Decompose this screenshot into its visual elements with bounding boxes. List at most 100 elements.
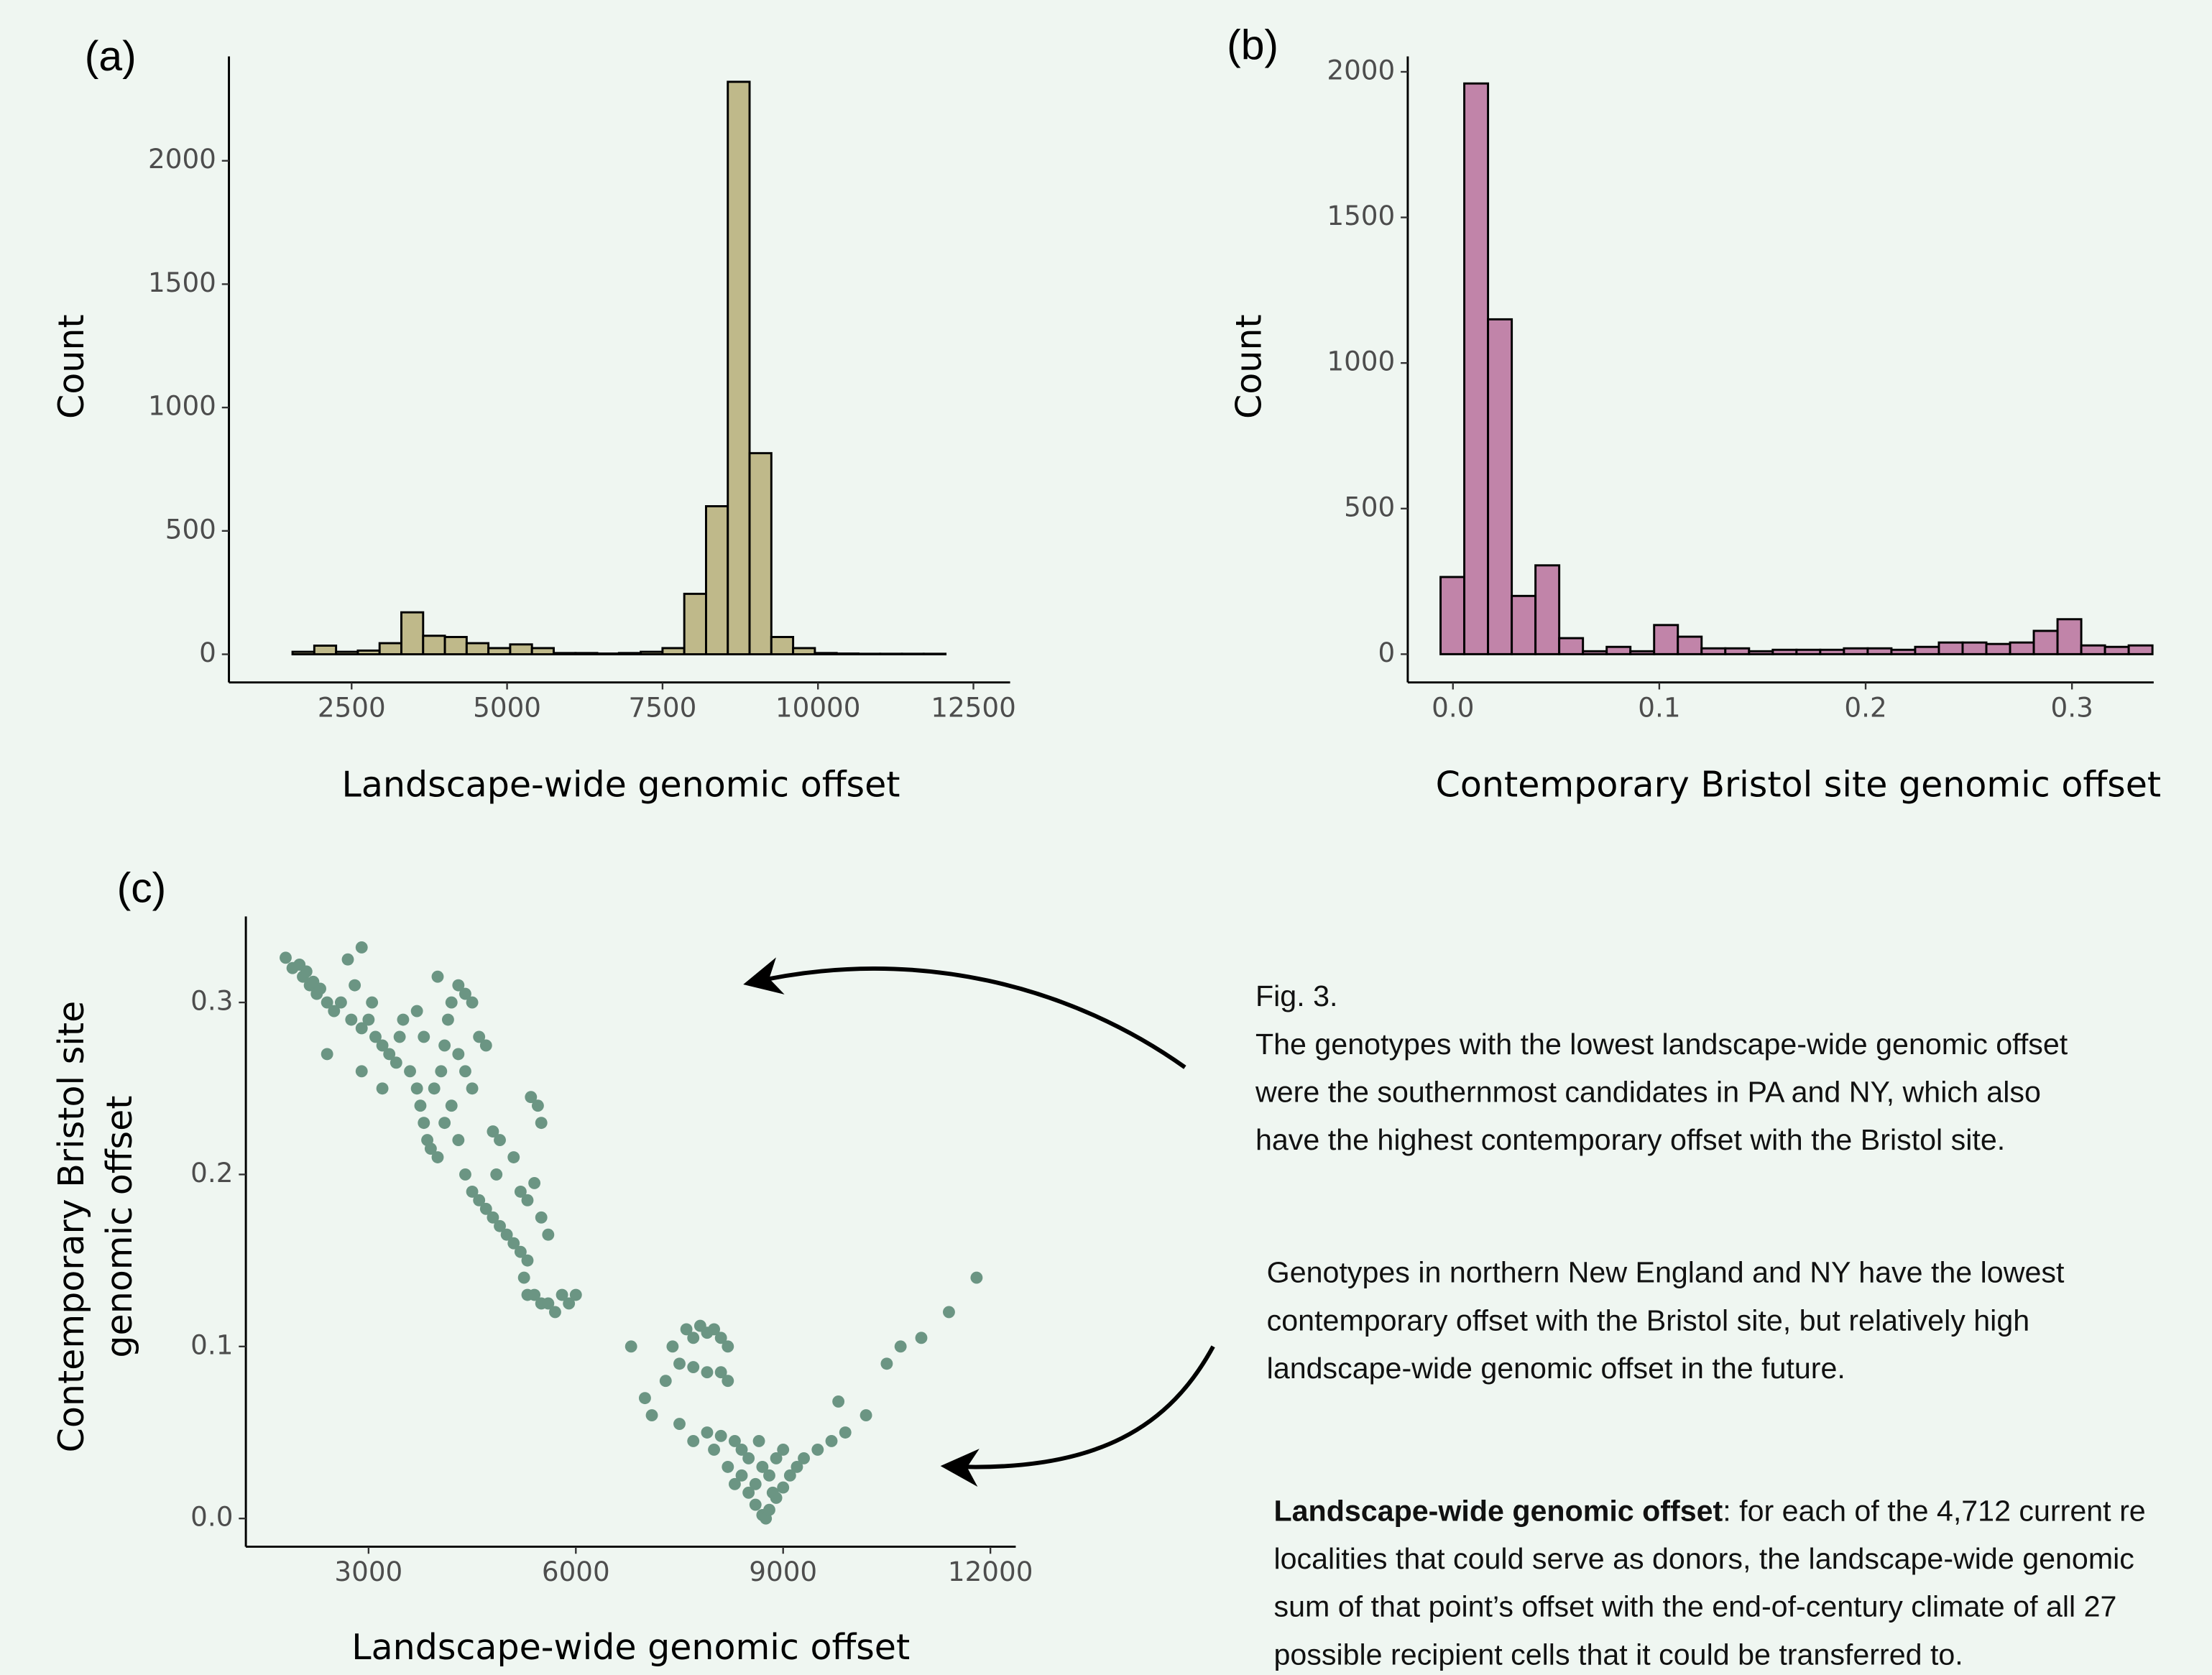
point (438, 1039, 451, 1052)
y-tick-label: 2000 (1327, 54, 1395, 86)
x-tick-label: 10000 (775, 691, 861, 723)
caption-line: were the southernmost candidates in PA a… (1255, 1075, 2041, 1108)
definition-line: Landscape-wide genomic offset: for each … (1273, 1494, 2145, 1527)
point (894, 1340, 907, 1353)
point (701, 1426, 714, 1439)
point (321, 1048, 333, 1061)
point (345, 1013, 358, 1026)
point (507, 1151, 520, 1163)
bar (1843, 647, 1869, 655)
point (362, 1013, 375, 1026)
point (328, 1005, 341, 1018)
x-tick-label: 6000 (542, 1556, 610, 1587)
point (728, 1477, 741, 1490)
bar (335, 650, 359, 655)
y-tick-label: 0.3 (190, 985, 233, 1017)
bar (443, 636, 468, 655)
bar (1582, 650, 1608, 655)
point (418, 1030, 430, 1043)
point (369, 1030, 382, 1043)
point (459, 987, 471, 1000)
bar (900, 652, 925, 655)
y-tick-label: 0.0 (190, 1501, 233, 1533)
y-tick-label: 0.1 (190, 1329, 233, 1360)
point (531, 1099, 544, 1112)
bar (356, 649, 381, 655)
caption-label: Fig. 3. (1255, 979, 1337, 1012)
point (517, 1271, 530, 1284)
bar (1487, 318, 1513, 655)
bar (814, 652, 838, 655)
bar (1700, 647, 1727, 655)
point (970, 1271, 983, 1284)
point (473, 1194, 486, 1206)
x-tick-label: 0.2 (1844, 691, 1886, 723)
x-tick-label: 5000 (473, 691, 541, 723)
point (355, 1022, 368, 1035)
point (500, 1228, 513, 1241)
point (569, 1288, 582, 1301)
point (728, 1435, 741, 1447)
arrow (743, 957, 1186, 1069)
point (735, 1444, 748, 1456)
point (563, 1297, 576, 1310)
point (459, 1168, 471, 1181)
point (687, 1435, 700, 1447)
x-tick-label: 3000 (334, 1556, 402, 1587)
bar (509, 643, 533, 655)
point (825, 1435, 838, 1447)
bar (1558, 637, 1585, 655)
point (459, 1065, 471, 1078)
point (487, 1125, 499, 1138)
point (880, 1357, 893, 1370)
point (783, 1469, 796, 1482)
point (280, 951, 292, 964)
point (722, 1460, 734, 1473)
point (466, 996, 479, 1009)
point (708, 1444, 721, 1456)
point (542, 1297, 555, 1310)
note-line: Genotypes in northern New England and NY… (1267, 1256, 2065, 1289)
point (645, 1409, 658, 1422)
bar (465, 642, 490, 655)
x-tick-label: 0.1 (1638, 691, 1680, 723)
y-axis-title: Count (1228, 314, 1270, 419)
bar (313, 645, 338, 655)
point (915, 1332, 928, 1344)
y-tick-label: 1000 (148, 390, 216, 422)
x-tick-label: 12000 (948, 1556, 1033, 1587)
point (722, 1340, 734, 1353)
point (514, 1245, 527, 1258)
bar (661, 647, 686, 655)
y-tick-label: 0.2 (190, 1157, 233, 1189)
bar (2032, 629, 2059, 655)
point (334, 996, 347, 1009)
bar (1653, 624, 1679, 655)
point (441, 1013, 454, 1026)
bar (400, 611, 425, 655)
bar (596, 652, 620, 655)
x-axis-title: Landscape-wide genomic offset (351, 1626, 910, 1668)
bar (727, 80, 751, 655)
x-tick-label: 0.3 (2051, 691, 2093, 723)
point (714, 1429, 727, 1442)
point (404, 1065, 416, 1078)
bar (835, 652, 860, 655)
bar (1985, 642, 2011, 655)
point (687, 1361, 700, 1373)
x-tick-label: 9000 (749, 1556, 817, 1587)
point (397, 1013, 410, 1026)
point (666, 1340, 679, 1353)
x-axis-title: Contemporary Bristol site genomic offset (1436, 763, 2161, 805)
y-axis-title: genomic offset (98, 1095, 140, 1357)
bar (1629, 650, 1656, 655)
bar (1724, 647, 1751, 655)
point (341, 953, 354, 966)
point (687, 1332, 700, 1344)
bar (291, 650, 315, 655)
point (414, 1099, 427, 1112)
point (490, 1168, 503, 1181)
note-line: landscape-wide genomic offset in the fut… (1267, 1352, 1845, 1385)
bar (1890, 648, 1917, 655)
